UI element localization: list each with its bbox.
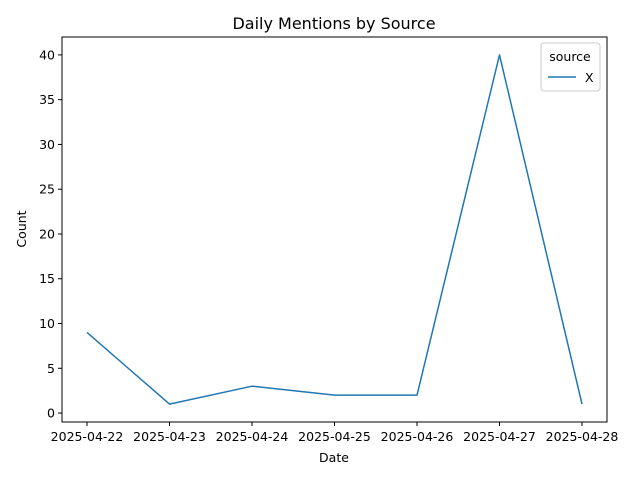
y-tick-label: 5 [47,361,55,376]
x-tick-label: 2025-04-25 [298,429,371,444]
y-tick-label: 25 [39,182,55,197]
x-tick-label: 2025-04-27 [463,429,536,444]
y-tick-label: 40 [39,47,55,62]
y-axis: 0 5 10 15 20 25 30 35 40 [39,47,62,421]
y-tick-label: 0 [47,406,55,421]
y-tick-label: 20 [39,226,55,241]
legend-entry-label: X [585,70,594,85]
y-tick-label: 30 [39,137,55,152]
legend: source X [540,42,601,92]
x-axis: 2025-04-22 2025-04-23 2025-04-24 2025-04-25… [51,422,619,444]
x-tick-label: 2025-04-22 [51,429,124,444]
x-axis-label: Date [319,450,349,465]
x-tick-label: 2025-04-24 [216,429,289,444]
y-tick-label: 10 [39,316,55,331]
chart-title: Daily Mentions by Source [232,14,435,33]
x-tick-label: 2025-04-23 [133,429,206,444]
legend-box [540,42,601,92]
plot-area [61,36,608,423]
series-layer [86,54,583,405]
legend-title: source [549,49,591,64]
y-axis-label: Count [14,210,29,247]
y-tick-label: 35 [39,92,55,107]
x-tick-label: 2025-04-28 [546,429,619,444]
series-line-X [86,54,583,405]
x-tick-label: 2025-04-26 [381,429,454,444]
y-tick-label: 15 [39,271,55,286]
